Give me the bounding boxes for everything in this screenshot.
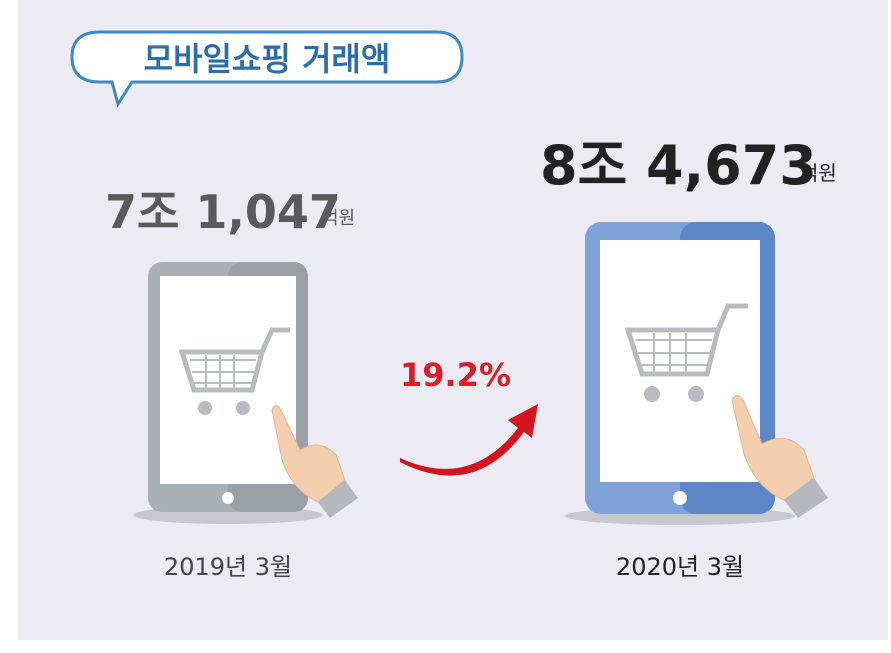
unit-2020: 억원 [800, 161, 837, 185]
period-2020: 2020년 3월 [616, 553, 744, 581]
infographic: 모바일쇼핑 거래액 7조 1,047 억원 8조 4,673 억원 19.2% [0, 0, 891, 653]
growth-rate: 19.2% [400, 356, 511, 394]
page: 모바일쇼핑 거래액 7조 1,047 억원 8조 4,673 억원 19.2% [0, 0, 891, 653]
period-2019: 2019년 3월 [164, 553, 292, 581]
unit-2019: 억원 [322, 208, 355, 229]
title: 모바일쇼핑 거래액 [144, 40, 391, 78]
amount-2019: 7조 1,047 [105, 185, 341, 239]
amount-2020: 8조 4,673 [540, 134, 817, 197]
